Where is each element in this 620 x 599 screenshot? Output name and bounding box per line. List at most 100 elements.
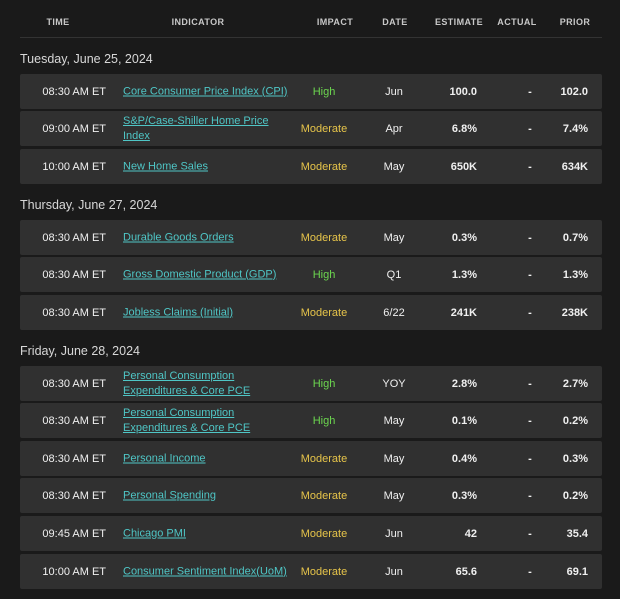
row-time: 08:30 AM ET bbox=[42, 377, 106, 390]
row-time: 08:30 AM ET bbox=[42, 85, 106, 98]
indicator-link[interactable]: Personal Spending bbox=[123, 489, 216, 501]
date-heading: Thursday, June 27, 2024 bbox=[20, 198, 158, 212]
header-date: DATE bbox=[382, 17, 408, 27]
row-time: 08:30 AM ET bbox=[42, 231, 106, 244]
indicator-link[interactable]: Personal Consumption Expenditures & Core… bbox=[123, 369, 251, 397]
indicator-link[interactable]: New Home Sales bbox=[123, 160, 208, 172]
actual-value: - bbox=[528, 160, 532, 173]
estimate-value: 0.3% bbox=[451, 231, 477, 244]
prior-value: 2.7% bbox=[562, 377, 588, 390]
estimate-value: 0.3% bbox=[451, 489, 477, 502]
impact-label: High bbox=[312, 377, 336, 390]
impact-label: Moderate bbox=[300, 452, 348, 465]
row-date: Jun bbox=[385, 565, 403, 578]
actual-value: - bbox=[528, 489, 532, 502]
row-date: Jun bbox=[385, 527, 403, 540]
row-date: May bbox=[383, 489, 405, 502]
impact-label: High bbox=[312, 268, 336, 281]
prior-value: 238K bbox=[561, 306, 588, 319]
row-date: Jun bbox=[385, 85, 403, 98]
estimate-value: 42 bbox=[464, 527, 477, 540]
header-indicator: INDICATOR bbox=[171, 17, 225, 27]
impact-label: Moderate bbox=[300, 306, 348, 319]
prior-value: 0.7% bbox=[562, 231, 588, 244]
indicator-link[interactable]: Personal Income bbox=[123, 452, 206, 464]
actual-value: - bbox=[528, 306, 532, 319]
impact-label: Moderate bbox=[300, 231, 348, 244]
actual-value: - bbox=[528, 85, 532, 98]
table-row: 08:30 AM ET Core Consumer Price Index (CP… bbox=[20, 74, 602, 109]
header-prior: PRIOR bbox=[559, 17, 591, 27]
actual-value: - bbox=[528, 414, 532, 427]
estimate-value: 650K bbox=[450, 160, 477, 173]
row-date: May bbox=[383, 231, 405, 244]
indicator-link[interactable]: Personal Consumption Expenditures & Core… bbox=[123, 406, 251, 434]
estimate-value: 100.0 bbox=[449, 85, 477, 98]
row-time: 08:30 AM ET bbox=[42, 489, 106, 502]
row-time: 08:30 AM ET bbox=[42, 452, 106, 465]
actual-value: - bbox=[528, 122, 532, 135]
impact-label: High bbox=[312, 85, 336, 98]
actual-value: - bbox=[528, 565, 532, 578]
row-time: 09:45 AM ET bbox=[42, 527, 106, 540]
table-row: 08:30 AM ET Personal Spending Moderate May 0… bbox=[20, 478, 602, 513]
estimate-value: 2.8% bbox=[451, 377, 477, 390]
impact-label: Moderate bbox=[300, 489, 348, 502]
actual-value: - bbox=[528, 231, 532, 244]
actual-value: - bbox=[528, 377, 532, 390]
date-heading: Friday, June 28, 2024 bbox=[20, 344, 140, 358]
table-header: TIME INDICATOR IMPACT DATE ESTIMATE ACTU… bbox=[20, 0, 602, 38]
prior-value: 0.2% bbox=[562, 414, 588, 427]
table-row: 08:30 AM ET Gross Domestic Product (GDP) H… bbox=[20, 257, 602, 292]
row-time: 08:30 AM ET bbox=[42, 306, 106, 319]
impact-label: High bbox=[312, 414, 336, 427]
table-row: 09:45 AM ET Chicago PMI Moderate Jun 42 - 35.4 bbox=[20, 516, 602, 551]
indicator-link[interactable]: Core Consumer Price Index (CPI) bbox=[123, 85, 288, 97]
actual-value: - bbox=[528, 268, 532, 281]
row-time: 08:30 AM ET bbox=[42, 268, 106, 281]
estimate-value: 6.8% bbox=[451, 122, 477, 135]
row-date: May bbox=[383, 414, 405, 427]
impact-label: Moderate bbox=[300, 565, 348, 578]
row-date: Apr bbox=[385, 122, 403, 135]
prior-value: 69.1 bbox=[566, 565, 588, 578]
header-estimate: ESTIMATE bbox=[434, 17, 484, 27]
row-time: 08:30 AM ET bbox=[42, 414, 106, 427]
impact-label: Moderate bbox=[300, 122, 348, 135]
table-row: 08:30 AM ET Durable Goods Orders Moderate M… bbox=[20, 220, 602, 255]
indicator-link[interactable]: Durable Goods Orders bbox=[123, 231, 234, 243]
indicator-link[interactable]: Chicago PMI bbox=[123, 527, 186, 539]
prior-value: 7.4% bbox=[562, 122, 588, 135]
table-row: 08:30 AM ET Jobless Claims (Initial) Moder… bbox=[20, 295, 602, 330]
indicator-link[interactable]: Gross Domestic Product (GDP) bbox=[123, 268, 277, 280]
row-date: 6/22 bbox=[383, 306, 405, 319]
indicator-link[interactable]: Consumer Sentiment Index(UoM) bbox=[123, 565, 287, 577]
estimate-value: 65.6 bbox=[455, 565, 477, 578]
row-date: YOY bbox=[382, 377, 406, 390]
row-date: May bbox=[383, 160, 405, 173]
prior-value: 35.4 bbox=[566, 527, 588, 540]
prior-value: 0.2% bbox=[562, 489, 588, 502]
prior-value: 634K bbox=[561, 160, 588, 173]
row-date: Q1 bbox=[386, 268, 402, 281]
row-date: May bbox=[383, 452, 405, 465]
indicator-link[interactable]: S&P/Case-Shiller Home Price Index bbox=[123, 114, 269, 142]
row-time: 09:00 AM ET bbox=[42, 122, 106, 135]
row-time: 10:00 AM ET bbox=[42, 565, 106, 578]
prior-value: 102.0 bbox=[560, 85, 588, 98]
header-impact: IMPACT bbox=[316, 17, 354, 27]
table-row: 08:30 AM ET Personal Consumption Expendit… bbox=[20, 403, 602, 438]
date-heading: Tuesday, June 25, 2024 bbox=[20, 52, 153, 66]
estimate-value: 241K bbox=[450, 306, 477, 319]
header-actual: ACTUAL bbox=[497, 17, 537, 27]
impact-label: Moderate bbox=[300, 527, 348, 540]
table-row: 08:30 AM ET Personal Consumption Expendit… bbox=[20, 366, 602, 401]
actual-value: - bbox=[528, 452, 532, 465]
table-row: 10:00 AM ET Consumer Sentiment Index(UoM)… bbox=[20, 554, 602, 589]
table-row: 08:30 AM ET Personal Income Moderate May 0.4… bbox=[20, 441, 602, 476]
prior-value: 1.3% bbox=[562, 268, 588, 281]
table-row: 10:00 AM ET New Home Sales Moderate May 650K… bbox=[20, 149, 602, 184]
row-time: 10:00 AM ET bbox=[42, 160, 106, 173]
indicator-link[interactable]: Jobless Claims (Initial) bbox=[123, 306, 234, 318]
